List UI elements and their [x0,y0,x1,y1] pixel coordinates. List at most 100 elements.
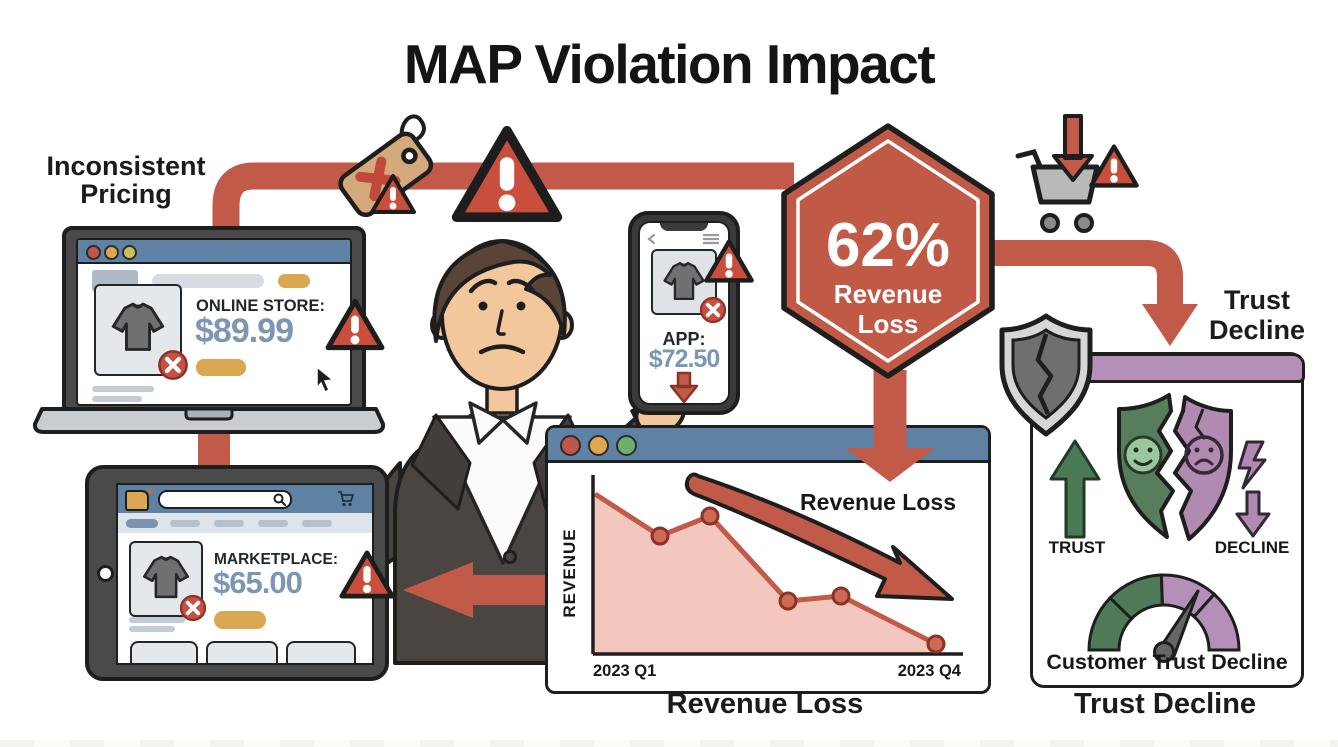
nav-pill [302,520,332,527]
window-dot-yellow [104,245,119,260]
text-line [92,386,154,392]
warning-icon [1087,142,1141,190]
nav-strip [118,513,372,533]
browser-titlebar [78,240,350,264]
x-tick-start: 2023 Q1 [593,662,656,680]
eye-right [516,301,526,311]
decline-down-arrow-icon [1235,440,1271,538]
marketplace-price: $65.00 [213,565,303,600]
window-dot-red [86,245,101,260]
decline-arrow-icon [684,472,954,601]
page-bar [152,274,264,288]
area-fill [595,494,936,654]
trend-line [593,491,938,647]
text-line [129,617,185,623]
chart-annotation: Revenue Loss [800,489,956,515]
shirt [432,415,572,565]
window-dot-yellow [588,435,609,456]
decline-label: DECLINE [1214,538,1290,557]
flow-arrow-badge-to-trust [985,240,1198,346]
revenue-decline-chart: Revenue Loss REVENUE 2023 Q1 2023 Q4 [560,472,963,680]
happy-face-icon [1123,435,1163,475]
shield-half-purple [1173,395,1233,541]
warning-icon [368,172,418,216]
phone-notch [660,223,708,231]
online-store-label: ONLINE STORE: [196,297,325,315]
phone: APP: $72.50 [628,211,740,415]
eyebrow-right [506,278,536,294]
inconsistent-pricing-label: Inconsistent Pricing [46,151,206,210]
nav-pill [214,520,244,527]
buy-button-gold [214,611,266,629]
gauge-pivot [1153,641,1175,663]
frown-mouth [478,344,526,355]
cracked-shield-icon [999,313,1093,437]
bottom-artifact-strip [0,740,1338,747]
cart-wheel [1040,213,1060,233]
cart-wheel [1074,213,1094,233]
tablet-screen: MARKETPLACE: $65.00 [116,483,374,665]
warning-icon [702,237,756,285]
suit-button [503,550,517,564]
data-points [650,506,946,654]
trust-decline-heading: Trust Decline [1208,285,1306,345]
warning-icon [447,118,567,230]
eye-left [478,301,488,311]
marketplace-label: MARKETPLACE: [214,551,338,568]
x-badge-icon [156,348,190,382]
page-title: MAP Violation Impact [403,33,936,95]
cursor-icon [316,365,335,394]
eyebrow-left [468,278,498,294]
page-button-gold [278,274,310,288]
window-dot-green [616,435,637,456]
window-dot-red [560,435,581,456]
text-line [92,396,142,402]
down-arrow-icon [669,371,699,403]
search-icon [273,493,286,506]
app-price: $72.50 [648,345,720,373]
gauge-caption: Customer Trust Decline [1046,650,1288,674]
revenue-chart-window: Revenue Loss REVENUE 2023 Q1 2023 Q4 [545,425,991,694]
trust-decline-caption: Trust Decline [1073,688,1257,720]
text-line [129,626,175,632]
laptop-base [32,407,386,434]
warning-icon [337,548,397,601]
menu-icon [703,233,719,245]
search-bar [158,490,292,509]
back-chevron-icon [647,233,656,245]
laptop-screen: ONLINE STORE: $89.99 [76,238,352,406]
collar-right [501,401,538,445]
cart-icon [338,491,354,507]
broken-shield-icon [1117,393,1233,541]
x-tick-end: 2023 Q4 [898,662,962,680]
y-axis-label: REVENUE [560,528,579,617]
tablet-camera [97,565,114,582]
store-logo [125,490,149,511]
badge-percent: 62% [826,211,950,280]
nose [496,309,506,336]
sad-face-icon [1184,435,1224,475]
buy-button-gold [196,359,246,376]
nav-pill-active [126,519,158,528]
badge-line1: Revenue [834,279,942,309]
lapel-left [410,413,472,511]
arrow-badge-to-chart [845,370,935,482]
laptop: ONLINE STORE: $89.99 [62,226,366,420]
revenue-loss-caption: Revenue Loss [666,688,864,720]
listing-card [206,641,278,663]
collar-left [468,401,505,445]
nav-pill [170,520,200,527]
marketplace-header [118,485,372,513]
listing-card [130,641,198,663]
badge-line2: Loss [858,309,919,339]
cart-decline-icon [1015,114,1100,233]
trust-gauge-icon [1087,573,1241,663]
logo-dot [148,489,153,494]
down-arrow-icon [1052,114,1094,182]
trust-label: TRUST [1048,538,1106,557]
trust-up-arrow-icon [1049,439,1101,539]
flow-line-laptop-to-badge [212,162,794,252]
app-label: APP: [662,329,706,349]
warning-icon [323,296,387,353]
